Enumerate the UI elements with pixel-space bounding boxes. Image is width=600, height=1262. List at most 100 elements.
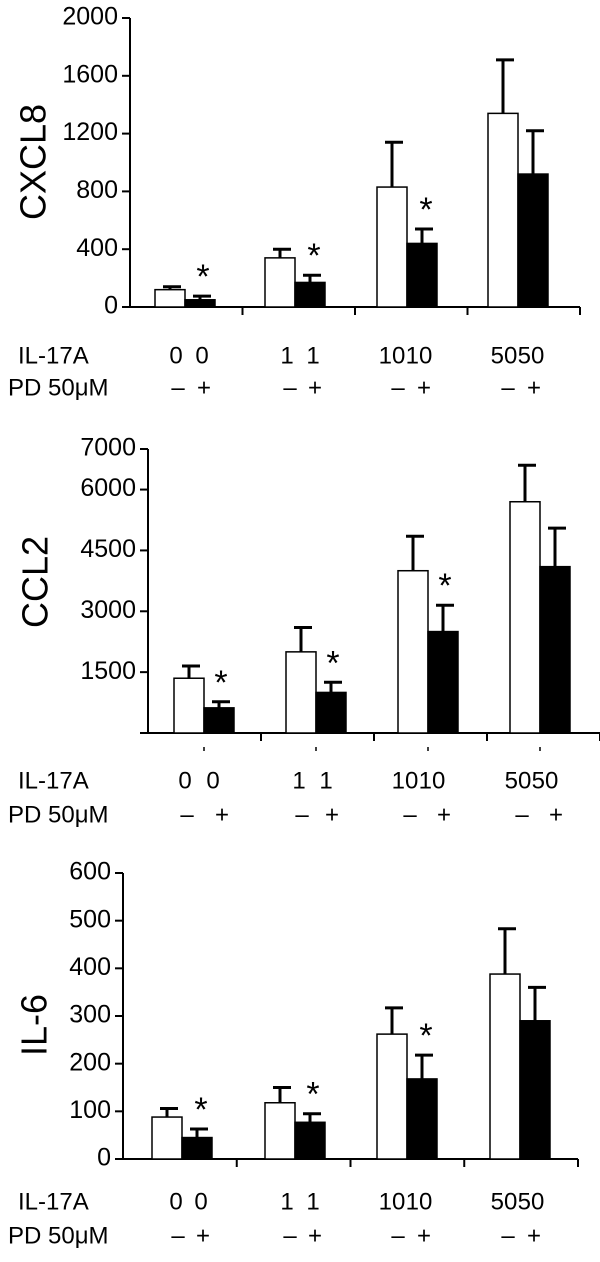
bar-pd-plus bbox=[184, 299, 216, 308]
y-tick-label: 2000 bbox=[62, 3, 118, 31]
pd-treatment-label: + bbox=[196, 1222, 210, 1249]
pd-treatment-label: – bbox=[403, 801, 417, 828]
bar-pd-minus bbox=[489, 973, 521, 1160]
pd-treatment-label: – bbox=[283, 1222, 297, 1249]
bar-pd-plus bbox=[294, 281, 326, 308]
il17a-dose-label: 50 bbox=[505, 767, 532, 794]
bar-pd-plus bbox=[203, 707, 235, 734]
il17a-dose-label: 10 bbox=[392, 767, 419, 794]
pd-treatment-label: – bbox=[171, 1222, 185, 1249]
y-tick-label: 500 bbox=[69, 905, 111, 933]
bar-pd-plus bbox=[406, 1078, 438, 1160]
il17a-dose-label: 10 bbox=[406, 342, 433, 369]
bar-pd-minus bbox=[151, 1116, 183, 1160]
y-tick-label: 200 bbox=[69, 1048, 111, 1076]
bar-pd-plus bbox=[181, 1136, 213, 1160]
il17a-dose-label: 50 bbox=[491, 342, 518, 369]
significance-asterisk: * bbox=[326, 644, 339, 682]
y-axis-label: CXCL8 bbox=[13, 104, 54, 220]
bar-pd-minus bbox=[173, 677, 205, 734]
il17a-dose-label: 10 bbox=[379, 342, 406, 369]
bar-pd-plus bbox=[406, 242, 438, 308]
y-tick-label: 1200 bbox=[62, 118, 118, 146]
pd-treatment-label: + bbox=[308, 374, 322, 401]
pd-treatment-label: – bbox=[391, 1222, 405, 1249]
significance-asterisk: * bbox=[214, 664, 227, 702]
y-tick-label: 600 bbox=[69, 858, 111, 886]
il17a-dose-label: 50 bbox=[532, 767, 559, 794]
pd-treatment-label: – bbox=[171, 374, 185, 401]
pd-treatment-label: – bbox=[391, 374, 405, 401]
pd-treatment-label: + bbox=[437, 801, 451, 828]
bar-pd-minus bbox=[154, 288, 186, 308]
row-label-il17a: IL-17A bbox=[18, 1188, 89, 1215]
y-axis-label: CCL2 bbox=[15, 536, 56, 628]
chart-panel-cxcl8: CXCL8 0 400 800 1200 1600 2000 * * * IL-17A PD 50μM… bbox=[8, 3, 581, 401]
bar-pd-minus bbox=[264, 257, 296, 308]
bar-pd-plus bbox=[427, 630, 459, 734]
pd-treatment-label: – bbox=[180, 801, 194, 828]
significance-asterisk: * bbox=[419, 1017, 432, 1055]
significance-asterisk: * bbox=[194, 1091, 207, 1129]
il17a-dose-label: 1 bbox=[280, 1188, 293, 1215]
pd-treatment-label: + bbox=[417, 1222, 431, 1249]
pd-treatment-label: + bbox=[215, 801, 229, 828]
il17a-dose-label: 0 bbox=[195, 342, 208, 369]
row-label-il17a: IL-17A bbox=[18, 767, 89, 794]
il17a-dose-label: 50 bbox=[491, 1188, 518, 1215]
significance-asterisk: * bbox=[438, 567, 451, 605]
pd-treatment-label: + bbox=[308, 1222, 322, 1249]
bar-pd-plus bbox=[294, 1121, 326, 1160]
significance-asterisk: * bbox=[306, 1076, 319, 1114]
row-label-pd: PD 50μM bbox=[8, 374, 109, 401]
il17a-dose-label: 0 bbox=[178, 767, 191, 794]
il17a-dose-label: 10 bbox=[419, 767, 446, 794]
il17a-dose-label: 1 bbox=[292, 767, 305, 794]
y-tick-label: 100 bbox=[69, 1096, 111, 1124]
il17a-dose-label: 1 bbox=[319, 767, 332, 794]
y-tick-label: 400 bbox=[69, 953, 111, 981]
il17a-dose-label: 0 bbox=[206, 767, 219, 794]
pd-treatment-label: + bbox=[417, 374, 431, 401]
chart-panel-il-6: IL-6 0 100 200 300 400 500 600 * * * IL-17A PD 50μM 0… bbox=[8, 858, 579, 1249]
il17a-dose-label: 10 bbox=[379, 1188, 406, 1215]
pd-treatment-label: – bbox=[501, 1222, 515, 1249]
bar-pd-plus bbox=[539, 565, 571, 734]
il17a-dose-label: 0 bbox=[169, 1188, 182, 1215]
pd-treatment-label: + bbox=[527, 1222, 541, 1249]
il17a-dose-label: 1 bbox=[306, 1188, 319, 1215]
bar-pd-minus bbox=[487, 112, 519, 308]
row-label-pd: PD 50μM bbox=[8, 801, 109, 828]
y-tick-label: 7000 bbox=[80, 434, 136, 462]
row-label-pd: PD 50μM bbox=[8, 1222, 109, 1249]
y-tick-label: 400 bbox=[76, 234, 118, 262]
significance-asterisk: * bbox=[307, 237, 320, 275]
bar-pd-minus bbox=[376, 1033, 408, 1160]
bar-pd-minus bbox=[264, 1102, 296, 1160]
y-tick-label: 0 bbox=[104, 292, 118, 320]
bar-pd-plus bbox=[519, 1020, 551, 1160]
y-tick-label: 0 bbox=[97, 1144, 111, 1172]
il17a-dose-label: 50 bbox=[518, 342, 545, 369]
bar-pd-plus bbox=[517, 173, 549, 308]
y-tick-label: 6000 bbox=[80, 474, 136, 502]
pd-treatment-label: + bbox=[549, 801, 563, 828]
bar-pd-minus bbox=[509, 500, 541, 734]
pd-treatment-label: – bbox=[515, 801, 529, 828]
y-tick-label: 3000 bbox=[80, 596, 136, 624]
pd-treatment-label: + bbox=[527, 374, 541, 401]
significance-asterisk: * bbox=[196, 258, 209, 296]
y-tick-label: 4500 bbox=[80, 535, 136, 563]
il17a-dose-label: 1 bbox=[280, 342, 293, 369]
significance-asterisk: * bbox=[419, 191, 432, 229]
y-axis-label: IL-6 bbox=[14, 994, 55, 1056]
il17a-dose-label: 10 bbox=[406, 1188, 433, 1215]
bar-pd-minus bbox=[397, 569, 429, 734]
y-tick-label: 1500 bbox=[80, 657, 136, 685]
pd-treatment-label: – bbox=[501, 374, 515, 401]
bar-pd-minus bbox=[376, 186, 408, 308]
bar-pd-minus bbox=[285, 651, 317, 734]
y-tick-label: 300 bbox=[69, 1001, 111, 1029]
